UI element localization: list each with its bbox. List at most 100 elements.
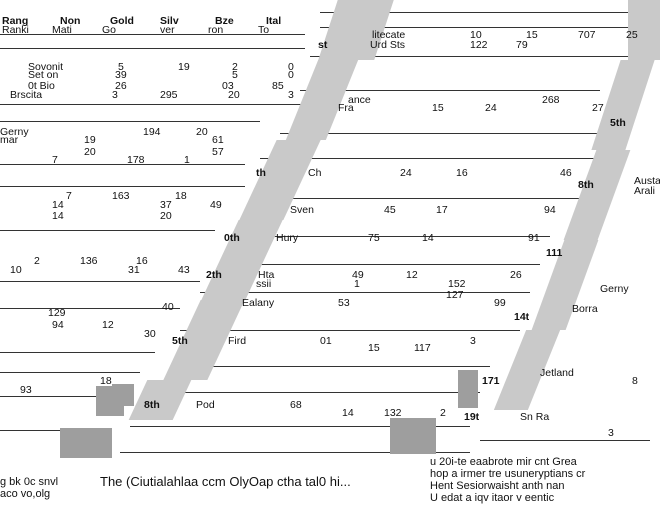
table-rule <box>0 34 305 35</box>
table-cell: 45 <box>384 204 396 216</box>
header-rank: Rang <box>2 15 29 27</box>
table-cell: 20 <box>84 146 96 158</box>
table-cell: litecate <box>372 29 406 41</box>
table-cell: Hta <box>258 269 275 281</box>
table-cell: 25 <box>626 29 638 41</box>
table-cell: 707 <box>578 29 596 41</box>
table-cell: 7 <box>66 190 72 202</box>
table-rule <box>0 352 155 353</box>
table-cell: 16 <box>456 167 468 179</box>
table-cell: 178 <box>127 154 145 166</box>
table-cell: 26 <box>115 80 127 92</box>
table-cell: 295 <box>160 89 178 101</box>
table-cell: 3 <box>112 89 118 101</box>
table-rule <box>0 396 120 397</box>
table-cell: 10 <box>10 264 22 276</box>
table-rule <box>150 392 480 393</box>
table-cell: 194 <box>143 126 161 138</box>
table-cell: 12 <box>406 269 418 281</box>
table-cell: 14 <box>52 199 64 211</box>
table-cell: 46 <box>560 167 572 179</box>
table-cell: 49 <box>210 199 222 211</box>
table-cell: 136 <box>80 255 98 267</box>
table-cell: 79 <box>516 39 528 51</box>
table-rule <box>280 133 610 134</box>
table-cell: 20 <box>160 210 172 222</box>
table-cell: Urd Sts <box>370 39 406 51</box>
table-cell: Ealany <box>242 297 275 309</box>
table-rule <box>0 48 305 49</box>
table-cell: 2 <box>232 61 238 73</box>
header-nation: Non <box>60 15 81 27</box>
table-rule <box>170 366 490 367</box>
table-cell: 171 <box>482 375 500 387</box>
table-cell: 1 <box>354 278 360 290</box>
table-cell: 18 <box>175 190 187 202</box>
table-rule <box>0 121 260 122</box>
table-rule <box>250 198 600 199</box>
table-cell: Gerny <box>0 126 29 138</box>
footer-right-line-4: U edat a iqv itaor v eentic <box>430 492 555 504</box>
table-cell: 14 <box>52 210 64 222</box>
table-cell: mar <box>0 134 19 146</box>
table-cell: 20 <box>228 89 240 101</box>
table-cell: Ch <box>308 167 322 179</box>
table-cell: 39 <box>115 69 127 81</box>
table-cell: Brscita <box>10 89 43 101</box>
table-cell: 49 <box>352 269 364 281</box>
table-cell: 16 <box>136 255 148 267</box>
table-cell: 43 <box>178 264 190 276</box>
table-cell: Sven <box>290 204 314 216</box>
table-cell: 8 <box>632 375 638 387</box>
shade-bar <box>628 0 660 60</box>
table-cell: Sovonit <box>28 61 64 73</box>
table-cell: 163 <box>112 190 130 202</box>
footer-right-line-2: hop a irmer tre usuneryptians cr <box>430 468 586 480</box>
table-cell: st <box>318 39 328 51</box>
table-cell: 5th <box>610 117 626 129</box>
table-rule <box>0 164 245 165</box>
table-cell: 268 <box>542 94 560 106</box>
table-cell: 94 <box>544 204 556 216</box>
table-cell: 15 <box>368 342 380 354</box>
table-cell: Hury <box>276 232 299 244</box>
table-cell: 75 <box>368 232 380 244</box>
table-cell: Gerny <box>600 283 629 295</box>
table-rule <box>0 430 105 431</box>
table-cell: 0 <box>288 69 294 81</box>
table-cell: 132 <box>384 407 402 419</box>
header-bronze: Bze <box>215 15 234 27</box>
table-cell: 8th <box>144 399 160 411</box>
table-cell: 5th <box>172 335 188 347</box>
table-cell: Pod <box>196 399 215 411</box>
table-cell: Borra <box>572 303 598 315</box>
table-cell: Sn Ra <box>520 411 550 423</box>
table-rule <box>0 186 245 187</box>
table-cell: 24 <box>485 102 497 114</box>
table-cell: 127 <box>446 289 464 301</box>
footer-left-line-1: g bk 0c snvl <box>0 476 59 488</box>
caption: The (Ciutialahlaa ccm OlyOap ctha tal0 h… <box>100 474 351 489</box>
table-cell: 27 <box>592 102 604 114</box>
shade-bar <box>128 380 192 420</box>
table-cell: 5 <box>232 69 238 81</box>
table-rule <box>480 440 650 441</box>
table-cell: 14t <box>514 311 530 323</box>
table-cell: Fra <box>338 102 354 114</box>
table-cell: 30 <box>144 328 156 340</box>
shade-bar <box>60 428 112 458</box>
table-cell: 31 <box>128 264 140 276</box>
shade-bar <box>458 370 478 408</box>
table-cell: Fird <box>228 335 247 347</box>
header-total: Ital <box>266 15 282 27</box>
table-rule <box>310 56 645 57</box>
shade-bar <box>563 150 631 240</box>
table-cell: 0t Bio <box>28 80 55 92</box>
header-gold: Gold <box>110 15 134 27</box>
table-rule <box>0 372 140 373</box>
table-cell: 14 <box>342 407 354 419</box>
table-cell: Set on <box>28 69 59 81</box>
table-cell: 19 <box>84 134 96 146</box>
header2-rank: Ranki <box>2 24 29 36</box>
header2-total: To <box>258 24 270 36</box>
